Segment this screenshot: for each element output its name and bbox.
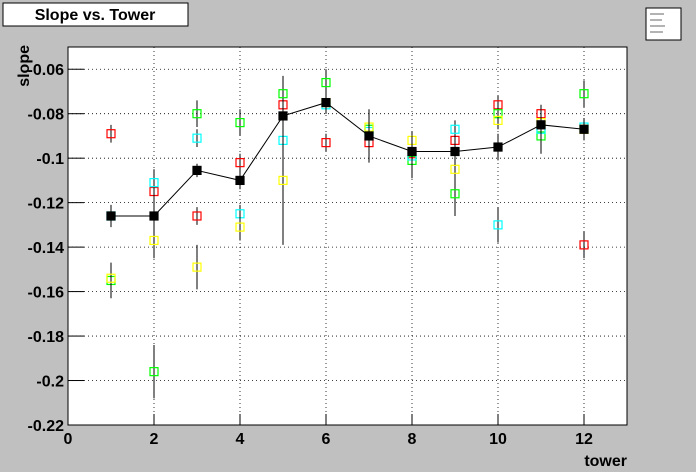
marker xyxy=(321,97,331,108)
marker xyxy=(149,367,159,377)
y-tick-label: -0.1 xyxy=(36,151,64,168)
marker xyxy=(192,165,202,176)
y-tick-label: -0.22 xyxy=(28,418,65,435)
plot-frame xyxy=(67,46,628,426)
marker xyxy=(450,124,460,134)
y-tick-label: -0.08 xyxy=(28,107,65,124)
marker xyxy=(450,189,460,199)
y-tick-label: -0.14 xyxy=(28,240,65,257)
x-tick-label: 0 xyxy=(64,431,73,448)
legend-glyphs xyxy=(650,13,665,33)
x-axis-label: tower xyxy=(584,453,627,470)
marker xyxy=(149,235,159,246)
marker xyxy=(450,164,460,174)
x-tick-label: 12 xyxy=(575,431,593,448)
chart-title: Slope vs. Tower xyxy=(35,7,156,24)
marker xyxy=(493,220,503,230)
marker xyxy=(192,133,202,143)
y-axis-label: slope xyxy=(16,45,33,87)
marker xyxy=(364,131,374,141)
marker xyxy=(235,117,245,128)
marker xyxy=(235,158,245,168)
marker xyxy=(536,120,546,130)
marker xyxy=(321,138,331,148)
marker xyxy=(278,175,288,186)
marker xyxy=(278,111,288,121)
x-tick-label: 2 xyxy=(150,431,159,448)
series-line xyxy=(111,102,585,217)
y-tick-label: -0.18 xyxy=(28,329,65,346)
marker xyxy=(407,146,417,157)
marker xyxy=(149,211,159,221)
marker xyxy=(579,89,589,99)
marker xyxy=(235,175,245,186)
marker xyxy=(192,211,202,221)
marker xyxy=(149,178,159,188)
marker xyxy=(106,129,116,139)
y-tick-label: -0.16 xyxy=(28,285,65,302)
marker xyxy=(450,146,460,157)
marker xyxy=(493,115,503,125)
y-tick-label: -0.2 xyxy=(36,374,64,391)
marker xyxy=(106,273,116,283)
x-tick-label: 4 xyxy=(236,431,245,448)
marker xyxy=(192,109,202,119)
x-tick-label: 10 xyxy=(489,431,507,448)
marker xyxy=(579,240,589,250)
marker xyxy=(579,124,589,134)
legend-box xyxy=(645,7,682,41)
x-tick-label: 6 xyxy=(322,431,331,448)
marker xyxy=(321,77,331,88)
y-tick-label: -0.06 xyxy=(28,62,65,79)
marker xyxy=(192,262,202,272)
x-tick-label: 8 xyxy=(408,431,417,448)
title-box xyxy=(2,2,189,27)
marker xyxy=(235,222,245,232)
marker xyxy=(278,89,288,99)
marker xyxy=(493,142,503,152)
y-tick-label: -0.12 xyxy=(28,196,65,213)
marker xyxy=(106,211,116,221)
